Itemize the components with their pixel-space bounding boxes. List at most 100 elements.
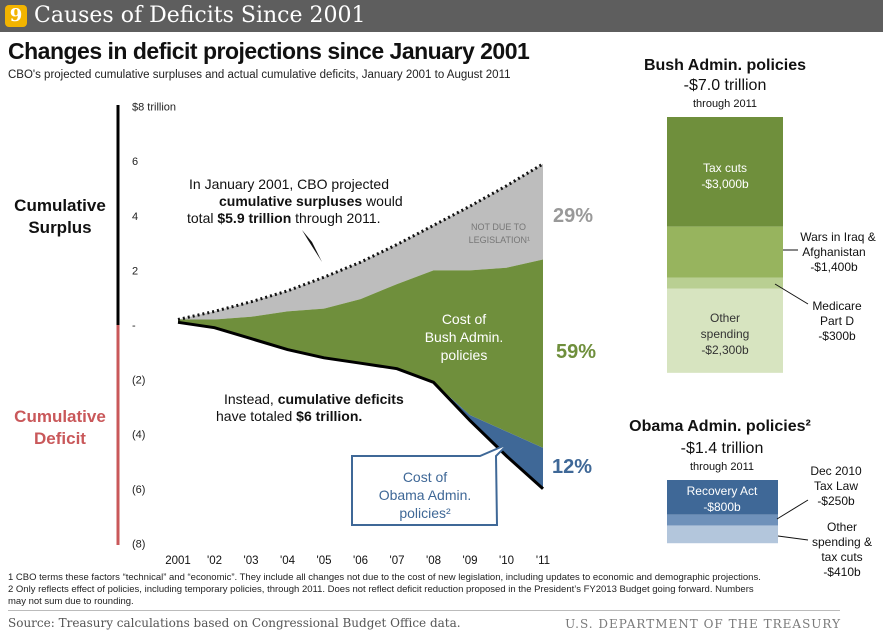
deficit-label-line2: Deficit xyxy=(34,429,86,448)
bush-other-label2: spending xyxy=(701,327,750,341)
annotation-projection-line2: cumulative surpluses would xyxy=(219,193,403,209)
y-tick-label: - xyxy=(132,320,136,332)
bush-panel-period: through 2011 xyxy=(693,98,757,110)
annotation-bush-line2: Bush Admin. xyxy=(425,329,504,345)
bush-tax-label: Tax cuts xyxy=(703,161,747,175)
obama-other-value: -$410b xyxy=(823,565,861,579)
bush-panel-title: Bush Admin. policies xyxy=(644,57,806,74)
obama-other-leader xyxy=(777,535,809,541)
surplus-label: Cumulative Surplus xyxy=(6,195,114,239)
obama-recovery-value: -$800b xyxy=(703,500,741,514)
deficit-label-line1: Cumulative xyxy=(14,407,106,426)
bush-stacked-bar xyxy=(667,117,783,373)
bush-wars-value: -$1,400b xyxy=(810,260,858,274)
share-label-12: 12% xyxy=(552,456,592,478)
x-tick-label: 2001 xyxy=(165,555,191,567)
stack-segment xyxy=(667,480,778,515)
obama-other-label3: tax cuts xyxy=(821,550,862,564)
x-tick-label: '07 xyxy=(390,555,405,567)
stack-segment xyxy=(667,117,783,227)
x-tick-label: '05 xyxy=(317,555,332,567)
department-credit: U.S. DEPARTMENT OF THE TREASURY xyxy=(565,617,841,631)
obama-dec-label1: Dec 2010 xyxy=(810,464,862,478)
annotation-projection-pointer xyxy=(302,230,322,262)
x-tick-label: '06 xyxy=(353,555,368,567)
x-tick-label: '02 xyxy=(207,555,222,567)
y-tick-label: (2) xyxy=(132,375,145,387)
obama-dec-value: -$250b xyxy=(817,494,855,508)
footnote-2: 2 Only reflects effect of policies, incl… xyxy=(8,584,754,595)
y-tick-label: 6 xyxy=(132,156,138,168)
annotation-projection-line1: In January 2001, CBO projected xyxy=(189,176,389,192)
bush-medicare-label1: Medicare xyxy=(812,299,862,313)
annotation-deficit-bold2: $6 trillion. xyxy=(296,408,362,424)
surplus-label-line2: Surplus xyxy=(28,218,92,237)
page-header: 9 Causes of Deficits Since 2001 xyxy=(0,0,883,32)
y-tick-label: (4) xyxy=(132,429,145,441)
annotation-projection-text3: total xyxy=(187,210,217,226)
y-tick-label: 4 xyxy=(132,211,138,223)
share-label-59: 59% xyxy=(556,341,596,363)
annotation-not-due-line2: LEGISLATION¹ xyxy=(469,235,530,245)
stack-segment xyxy=(667,525,778,544)
bush-wars-label1: Wars in Iraq & xyxy=(800,230,876,244)
area-not-due-to-legislation xyxy=(178,163,543,320)
bush-medicare-label2: Part D xyxy=(820,314,854,328)
bush-wars-label2: Afghanistan xyxy=(802,245,865,259)
annotation-deficit-text1: Instead, xyxy=(224,391,278,407)
stack-segment xyxy=(667,277,783,289)
bush-medicare-leader xyxy=(774,283,809,305)
annotation-bush-line1: Cost of xyxy=(442,311,486,327)
annotation-deficit-bold1: cumulative deficits xyxy=(278,391,404,407)
y-tick-label: (6) xyxy=(132,484,145,496)
chart-subtitle: CBO's projected cumulative surpluses and… xyxy=(8,69,511,81)
x-tick-label: '08 xyxy=(426,555,441,567)
obama-panel-title: Obama Admin. policies² xyxy=(629,418,811,435)
deficit-label: Cumulative Deficit xyxy=(6,406,114,450)
obama-recovery-label: Recovery Act xyxy=(687,484,758,498)
obama-callout-box xyxy=(351,443,509,526)
obama-other-label1: Other xyxy=(827,520,857,534)
stack-segment xyxy=(667,226,783,278)
area-cost-bush-policies xyxy=(178,259,543,448)
x-tick-label: '10 xyxy=(499,555,514,567)
projected-surplus-line xyxy=(177,162,544,321)
chart-title: Changes in deficit projections since Jan… xyxy=(8,38,530,64)
footnote-2-cont: may not sum due to rounding. xyxy=(8,596,134,607)
annotation-deficit-text2: have totaled xyxy=(216,408,296,424)
x-axis-ticks: 2001 '02 '03 '04 '05 '06 '07 '08 '09 '10 '11 xyxy=(165,555,550,567)
x-tick-label: '04 xyxy=(280,555,296,567)
footnote-1: 1 CBO terms these factors “technical” an… xyxy=(8,572,761,583)
y-tick-label: (8) xyxy=(132,538,145,550)
bush-other-value: -$2,300b xyxy=(701,343,749,357)
x-tick-label: '03 xyxy=(244,555,259,567)
annotation-deficit-line1: Instead, cumulative deficits xyxy=(224,391,404,407)
stack-segment xyxy=(667,514,778,526)
obama-dec-leader xyxy=(776,499,809,520)
obama-other-label2: spending & xyxy=(812,535,872,549)
stack-segment xyxy=(667,288,783,373)
obama-panel-period: through 2011 xyxy=(690,461,754,473)
bush-tax-value: -$3,000b xyxy=(701,177,749,191)
y-tick-label: 2 xyxy=(132,265,138,277)
bush-panel-total: -$7.0 trillion xyxy=(684,77,767,94)
share-label-29: 29% xyxy=(553,205,593,227)
y-axis-ticks: $8 trillion 6 4 2 - (2) (4) (6) (8) xyxy=(132,102,176,551)
annotation-deficit-line2: have totaled $6 trillion. xyxy=(216,408,362,424)
actual-deficit-line xyxy=(177,320,545,490)
annotation-not-due-line1: NOT DUE TO xyxy=(471,222,526,232)
page-title: Causes of Deficits Since 2001 xyxy=(34,3,366,28)
annotation-obama-line1: Cost of xyxy=(403,469,447,485)
y-tick-label: $8 trillion xyxy=(132,102,176,114)
section-number-badge: 9 xyxy=(5,5,27,27)
surplus-label-line1: Cumulative xyxy=(14,196,106,215)
source-note: Source: Treasury calculations based on C… xyxy=(8,616,461,630)
bush-medicare-value: -$300b xyxy=(818,329,856,343)
obama-dec-label2: Tax Law xyxy=(814,479,858,493)
annotation-projection-bold1: cumulative surpluses xyxy=(219,193,362,209)
x-tick-label: '11 xyxy=(536,555,550,567)
obama-panel-total: -$1.4 trillion xyxy=(681,440,764,457)
obama-stacked-bar xyxy=(667,480,778,544)
bush-other-label1: Other xyxy=(710,311,740,325)
